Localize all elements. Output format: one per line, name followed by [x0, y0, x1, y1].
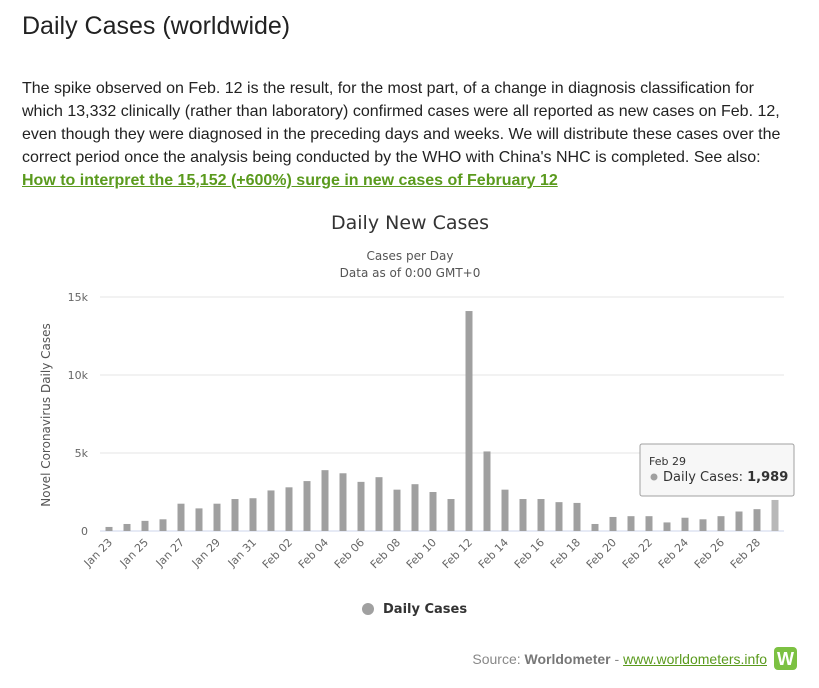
bar[interactable]	[771, 499, 779, 531]
source-prefix: Source:	[472, 651, 525, 667]
bar[interactable]	[627, 516, 635, 531]
y-tick-label: 10k	[68, 369, 89, 382]
bar[interactable]	[699, 519, 707, 531]
tooltip-marker	[650, 473, 658, 481]
y-tick-label: 0	[81, 525, 88, 538]
bar[interactable]	[447, 499, 455, 531]
chart-subtitle-2: Data as of 0:00 GMT+0	[340, 266, 481, 280]
x-tick-label: Jan 27	[153, 536, 187, 570]
interpret-surge-link[interactable]: How to interpret the 15,152 (+600%) surg…	[22, 172, 558, 189]
x-tick-label: Feb 02	[260, 536, 295, 571]
source-name: Worldometer	[524, 651, 611, 667]
x-tick-label: Feb 28	[728, 536, 763, 571]
x-tick-label: Jan 23	[81, 536, 115, 570]
bar[interactable]	[465, 311, 473, 531]
x-tick-label: Feb 22	[620, 536, 655, 571]
x-axis-ticks: Jan 23 Jan 25 Jan 27 Jan 29 Jan 31 Feb 02 Feb …	[81, 536, 763, 571]
source-link[interactable]: www.worldometers.info	[623, 651, 767, 667]
x-tick-label: Jan 31	[225, 536, 259, 570]
bar[interactable]	[717, 516, 725, 531]
bar[interactable]	[213, 503, 221, 531]
x-tick-label: Feb 10	[404, 536, 439, 571]
legend-label: Daily Cases	[383, 602, 467, 617]
x-tick-label: Jan 29	[189, 536, 223, 570]
tooltip-value-line: Daily Cases: 1,989	[663, 470, 788, 485]
x-tick-label: Feb 04	[296, 536, 331, 571]
bar[interactable]	[555, 502, 563, 531]
bar[interactable]	[303, 481, 311, 531]
bar[interactable]	[483, 451, 491, 531]
tooltip: Feb 29 Daily Cases: 1,989	[639, 443, 795, 497]
tooltip-value: 1,989	[747, 470, 788, 485]
bar[interactable]	[267, 490, 275, 531]
x-tick-label: Feb 26	[692, 536, 727, 571]
bar[interactable]	[357, 481, 365, 531]
bar[interactable]	[753, 509, 761, 531]
tooltip-label: Daily Cases:	[663, 470, 747, 485]
chart-subtitle-1: Cases per Day	[367, 249, 454, 263]
bar[interactable]	[537, 499, 545, 531]
daily-cases-chart: Daily New Cases Cases per Day Data as of…	[39, 212, 795, 617]
source-separator: -	[610, 651, 624, 667]
bar[interactable]	[591, 523, 599, 531]
bar[interactable]	[321, 470, 329, 531]
x-tick-label: Feb 20	[584, 536, 619, 571]
x-tick-label: Feb 24	[656, 536, 691, 571]
x-tick-label: Jan 25	[117, 536, 151, 570]
y-tick-label: 15k	[68, 291, 89, 304]
bar[interactable]	[681, 517, 689, 531]
tooltip-date: Feb 29	[649, 455, 686, 468]
bar[interactable]	[519, 499, 527, 531]
y-tick-label: 5k	[75, 447, 89, 460]
bar[interactable]	[177, 503, 185, 531]
x-tick-label: Feb 18	[548, 536, 583, 571]
x-tick-label: Feb 16	[512, 536, 547, 571]
cases-note: The spike observed on Feb. 12 is the res…	[22, 77, 792, 192]
bar[interactable]	[735, 511, 743, 532]
bar[interactable]	[105, 526, 113, 531]
bar[interactable]	[393, 489, 401, 531]
bars-group[interactable]	[105, 311, 779, 532]
x-tick-label: Feb 06	[332, 536, 367, 571]
page-title: Daily Cases (worldwide)	[22, 12, 291, 40]
logo-icon: W	[777, 649, 794, 669]
legend[interactable]: Daily Cases	[362, 602, 467, 617]
bar[interactable]	[195, 508, 203, 531]
worldometer-logo[interactable]: W	[774, 647, 797, 670]
bar[interactable]	[141, 520, 149, 531]
chart-title: Daily New Cases	[331, 212, 489, 234]
x-tick-label: Feb 08	[368, 536, 403, 571]
bar[interactable]	[123, 523, 131, 531]
bar[interactable]	[231, 499, 239, 531]
bar[interactable]	[339, 473, 347, 531]
bar[interactable]	[573, 502, 581, 531]
y-axis-ticks: 0 5k 10k 15k	[68, 291, 89, 538]
bar[interactable]	[159, 519, 167, 531]
bar[interactable]	[249, 498, 257, 531]
note-text: The spike observed on Feb. 12 is the res…	[22, 80, 781, 166]
x-tick-label: Feb 12	[440, 536, 475, 571]
legend-marker	[362, 603, 374, 615]
bar[interactable]	[375, 477, 383, 531]
bar[interactable]	[501, 489, 509, 531]
y-axis-title: Novel Coronavirus Daily Cases	[39, 323, 53, 506]
bar[interactable]	[285, 487, 293, 531]
source-line: Source: Worldometer - www.worldometers.i…	[472, 651, 767, 667]
bar[interactable]	[429, 492, 437, 531]
bar[interactable]	[411, 484, 419, 531]
x-tick-label: Feb 14	[476, 536, 511, 571]
bar[interactable]	[645, 516, 653, 531]
tooltip-box	[639, 443, 795, 497]
bar[interactable]	[663, 522, 671, 531]
logo-letter: W	[777, 649, 794, 669]
bar[interactable]	[609, 516, 617, 531]
